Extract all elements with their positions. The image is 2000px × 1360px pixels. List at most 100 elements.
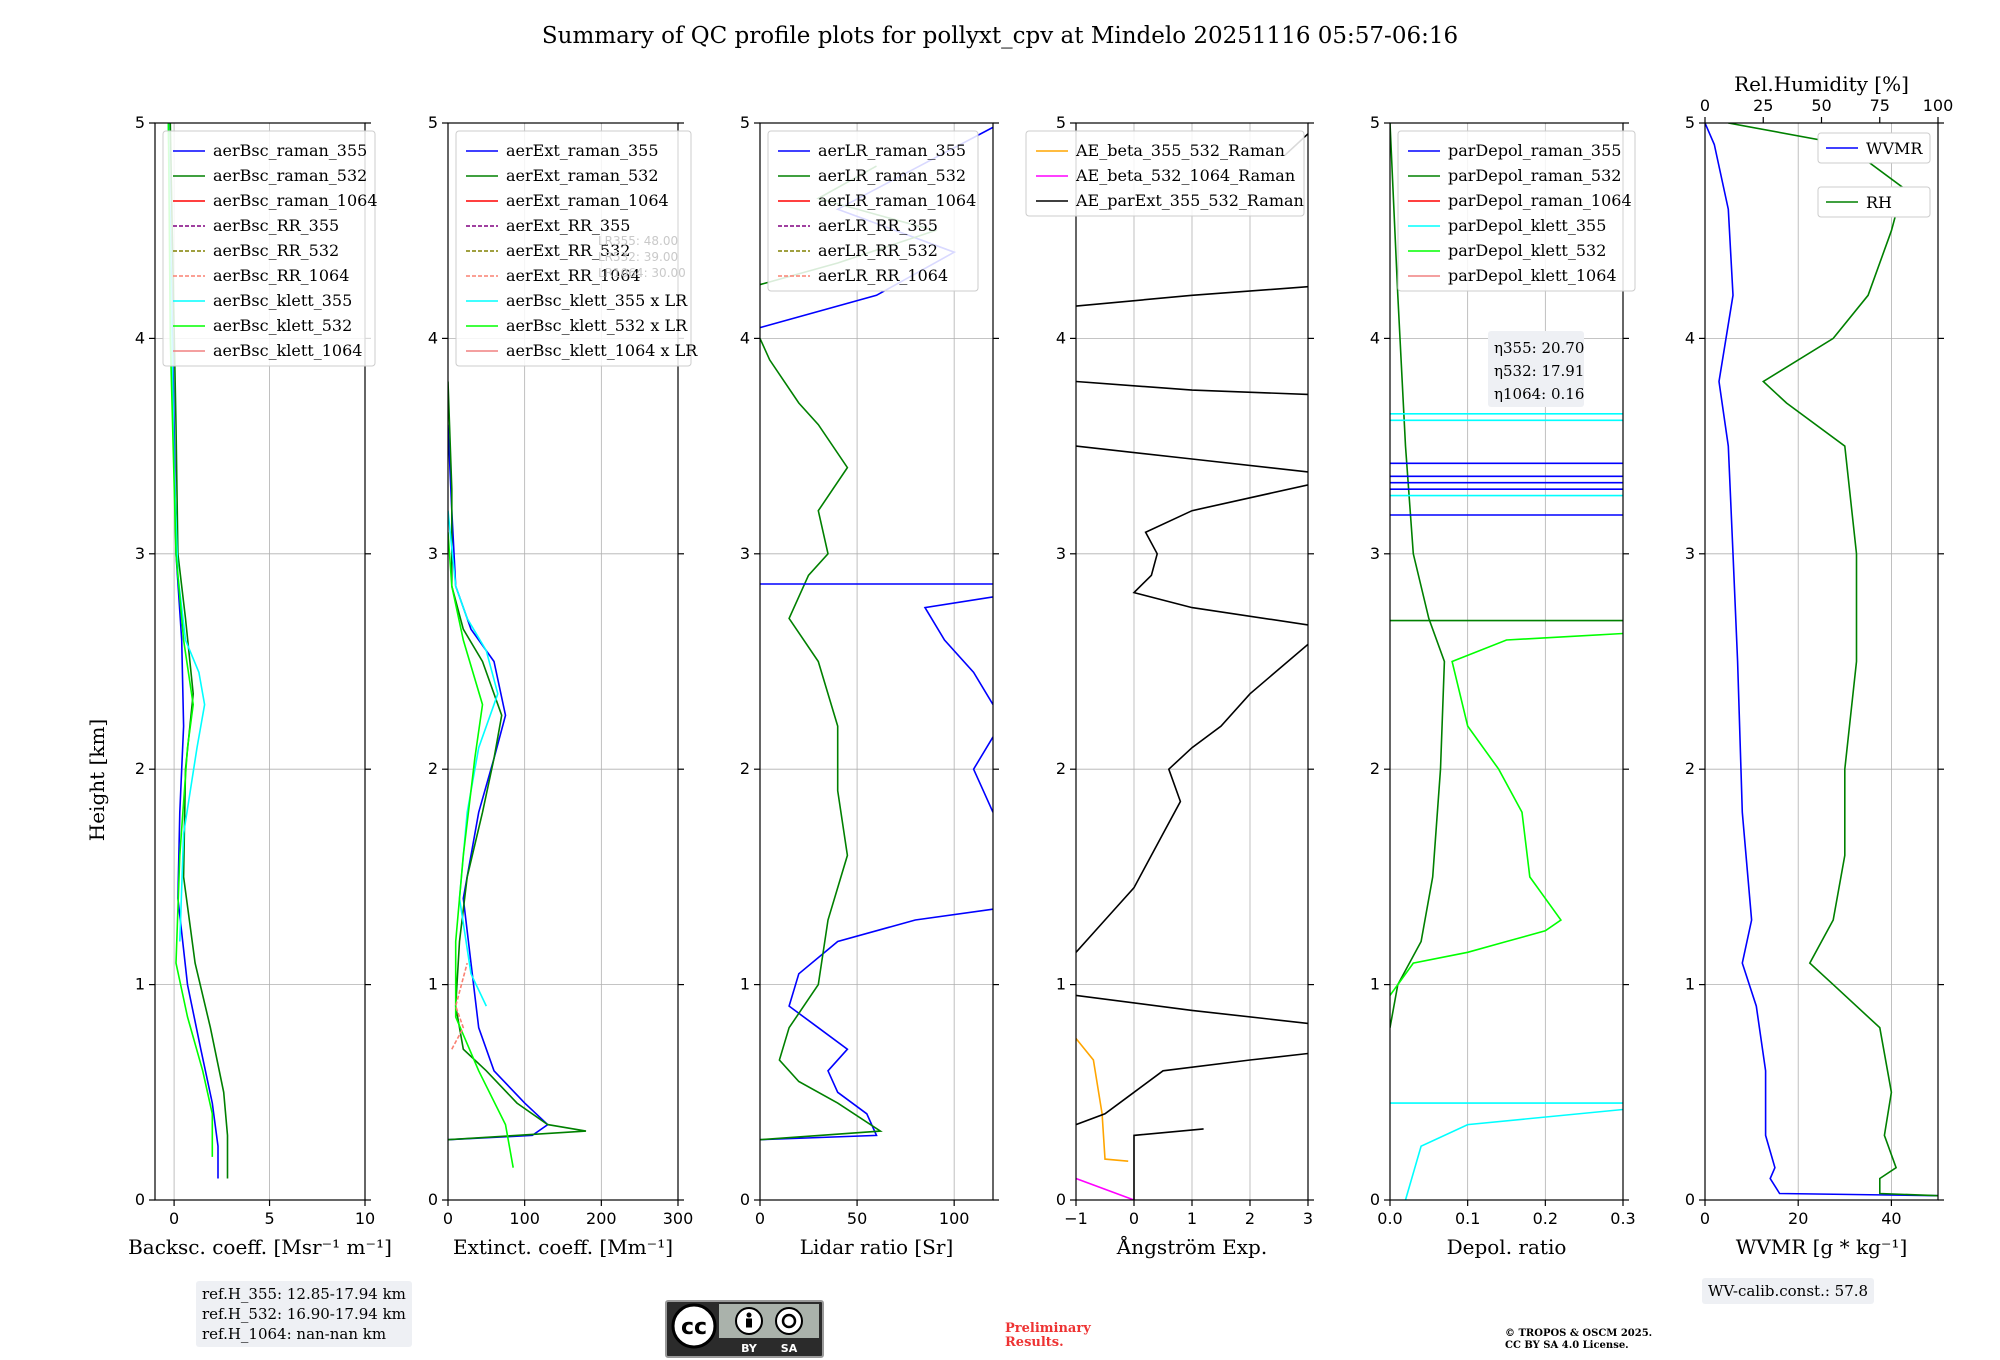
ref-heights-box: ref.H_355: 12.85-17.94 km ref.H_532: 16.… [196, 1281, 412, 1347]
legend-label: WVMR [1866, 139, 1923, 158]
series-line-aerLR_raman_355_seg [923, 596, 993, 706]
eta-box [1488, 331, 1584, 407]
panel-ext: 0 100 200 300 0 1 2 3 4 5 Extinct. coeff. [Mm⁻¹] ae… [428, 113, 698, 1259]
y-tick-label: 1 [135, 975, 145, 994]
legend: AE_beta_355_532_Raman AE_beta_532_1064_Ra… [1025, 130, 1305, 217]
y-tick-label: 4 [428, 328, 438, 347]
y-tick-label: 0 [1685, 1190, 1695, 1209]
x-axis-label: Backsc. coeff. [Msr⁻¹ m⁻¹] [128, 1235, 392, 1259]
y-tick-label: 2 [135, 759, 145, 778]
top-x-tick-label: 0 [1700, 96, 1710, 115]
legend-label: aerLR_raman_532 [818, 166, 966, 185]
legend-box [1397, 130, 1636, 292]
legend-label: RH [1866, 193, 1892, 212]
x-tick-label: 5 [264, 1209, 274, 1228]
series-line-aerLR_raman_532 [760, 338, 883, 1141]
series-line-aerBsc_klett_355 x LR [448, 510, 499, 1007]
x-tick-label: 0.2 [1533, 1209, 1558, 1228]
legend-label: aerLR_RR_355 [818, 216, 938, 235]
y-tick-label: 2 [740, 759, 750, 778]
cc-license-badge[interactable]: cc BY SA [665, 1300, 824, 1358]
legend: WVMR RH [1817, 132, 1931, 218]
series-line-aerLR_raman_355_seg2 [972, 736, 993, 813]
series-line-AE_parExt_h [1076, 285, 1308, 307]
legend-label: aerLR_RR_1064 [818, 266, 948, 285]
legend-label: aerLR_RR_532 [818, 241, 938, 260]
series-line-AE_parExt_a [1133, 1128, 1204, 1200]
legend-label: aerExt_raman_1064 [506, 191, 669, 210]
y-tick-label: 1 [1685, 975, 1695, 994]
legend-label: aerExt_RR_1064 [506, 266, 641, 285]
lr-note: LR1064: 30.00 [598, 266, 686, 280]
y-tick-label: 2 [1370, 759, 1380, 778]
y-tick-label: 5 [740, 113, 750, 132]
panel-dep: 0.0 0.1 0.2 0.3 0 1 2 3 4 5 Depol. ratio parDepol_r… [1370, 113, 1636, 1259]
series-group [1390, 123, 1623, 1200]
x-tick-label: −1 [1064, 1209, 1088, 1228]
legend-label: AE_beta_355_532_Raman [1075, 141, 1285, 160]
x-tick-label: 50 [847, 1209, 867, 1228]
series-line-AE_parExt_f [1076, 445, 1308, 473]
x-tick-label: 40 [1881, 1209, 1901, 1228]
legend-label: aerBsc_klett_1064 [213, 341, 362, 360]
cc-by-text: BY [741, 1342, 758, 1355]
x-axis-label: WVMR [g * kg⁻¹] [1736, 1235, 1908, 1259]
legend-label: aerBsc_RR_532 [213, 241, 339, 260]
legend-label: parDepol_raman_1064 [1448, 191, 1632, 210]
legend-label: aerBsc_raman_355 [213, 141, 367, 160]
y-tick-label: 4 [1370, 328, 1380, 347]
ref-height-532: ref.H_532: 16.90-17.94 km [202, 1305, 406, 1323]
x-tick-label: 100 [509, 1209, 540, 1228]
x-tick-label: 100 [939, 1209, 970, 1228]
x-axis-label: Ångström Exp. [1116, 1234, 1267, 1259]
y-axis-label: Height [km] [85, 719, 109, 841]
copyright-line-2: CC BY SA 4.0 License. [1505, 1340, 1629, 1351]
wv-calib-box: WV-calib.const.: 57.8 [1702, 1278, 1875, 1304]
eta-note: η532: 17.91 [1494, 362, 1584, 380]
preliminary-note: Preliminary Results. [1005, 1322, 1091, 1350]
legend-label: AE_parExt_355_532_Raman [1075, 191, 1304, 210]
copyright-line-1: © TROPOS & OSCM 2025. [1505, 1328, 1653, 1339]
y-tick-label: 0 [740, 1190, 750, 1209]
legend: aerBsc_raman_355 aerBsc_raman_532 aerBsc_r… [162, 130, 378, 367]
legend-label: aerExt_RR_532 [506, 241, 630, 260]
top-x-tick-label: 100 [1923, 96, 1954, 115]
y-tick-label: 3 [1685, 544, 1695, 563]
series-line-AE_parExt_e [1132, 484, 1308, 626]
y-tick-label: 0 [428, 1190, 438, 1209]
x-tick-label: 2 [1245, 1209, 1255, 1228]
axes-frame [154, 122, 366, 1201]
cc-sa-text: SA [781, 1342, 798, 1355]
x-tick-label: 0.1 [1455, 1209, 1480, 1228]
series-line-aerBsc_klett_532 [167, 123, 214, 1157]
series-line-aerExt_RR_1064 [451, 962, 468, 1050]
series-line-RH [1728, 123, 1938, 1197]
x-tick-label: 0 [443, 1209, 453, 1228]
series-group [1076, 133, 1308, 1200]
y-tick-label: 3 [1056, 544, 1066, 563]
axes-frame [1704, 122, 1939, 1201]
series-line-parDepol_klett_355 [1404, 1108, 1623, 1200]
legend-label: aerBsc_RR_1064 [213, 266, 349, 285]
y-tick-label: 5 [1685, 113, 1695, 132]
series-group [448, 381, 587, 1168]
series-line-aerLR_raman_355 [760, 908, 993, 1141]
figure-title: Summary of QC profile plots for pollyxt_… [542, 23, 1458, 49]
y-tick-label: 4 [1685, 328, 1695, 347]
legend-label: parDepol_raman_532 [1448, 166, 1621, 185]
copyright-note: © TROPOS & OSCM 2025. CC BY SA 4.0 Licen… [1505, 1328, 1652, 1352]
series-line-AE_parExt_c [1076, 994, 1308, 1025]
y-tick-label: 0 [1056, 1190, 1066, 1209]
legend-label: aerExt_RR_355 [506, 216, 630, 235]
wv-calib-const: WV-calib.const.: 57.8 [1708, 1282, 1869, 1300]
series-line-parDepol_raman_532 [1390, 123, 1446, 1028]
axes-frame [759, 122, 994, 1201]
legend-label: aerExt_raman_532 [506, 166, 659, 185]
legend-label: aerLR_raman_355 [818, 141, 966, 160]
legend-label: aerBsc_klett_355 [213, 291, 352, 310]
legend-box [455, 130, 692, 367]
legend-label: aerBsc_RR_355 [213, 216, 339, 235]
series-line-AE_parExt_g [1076, 380, 1308, 396]
y-tick-label: 1 [740, 975, 750, 994]
